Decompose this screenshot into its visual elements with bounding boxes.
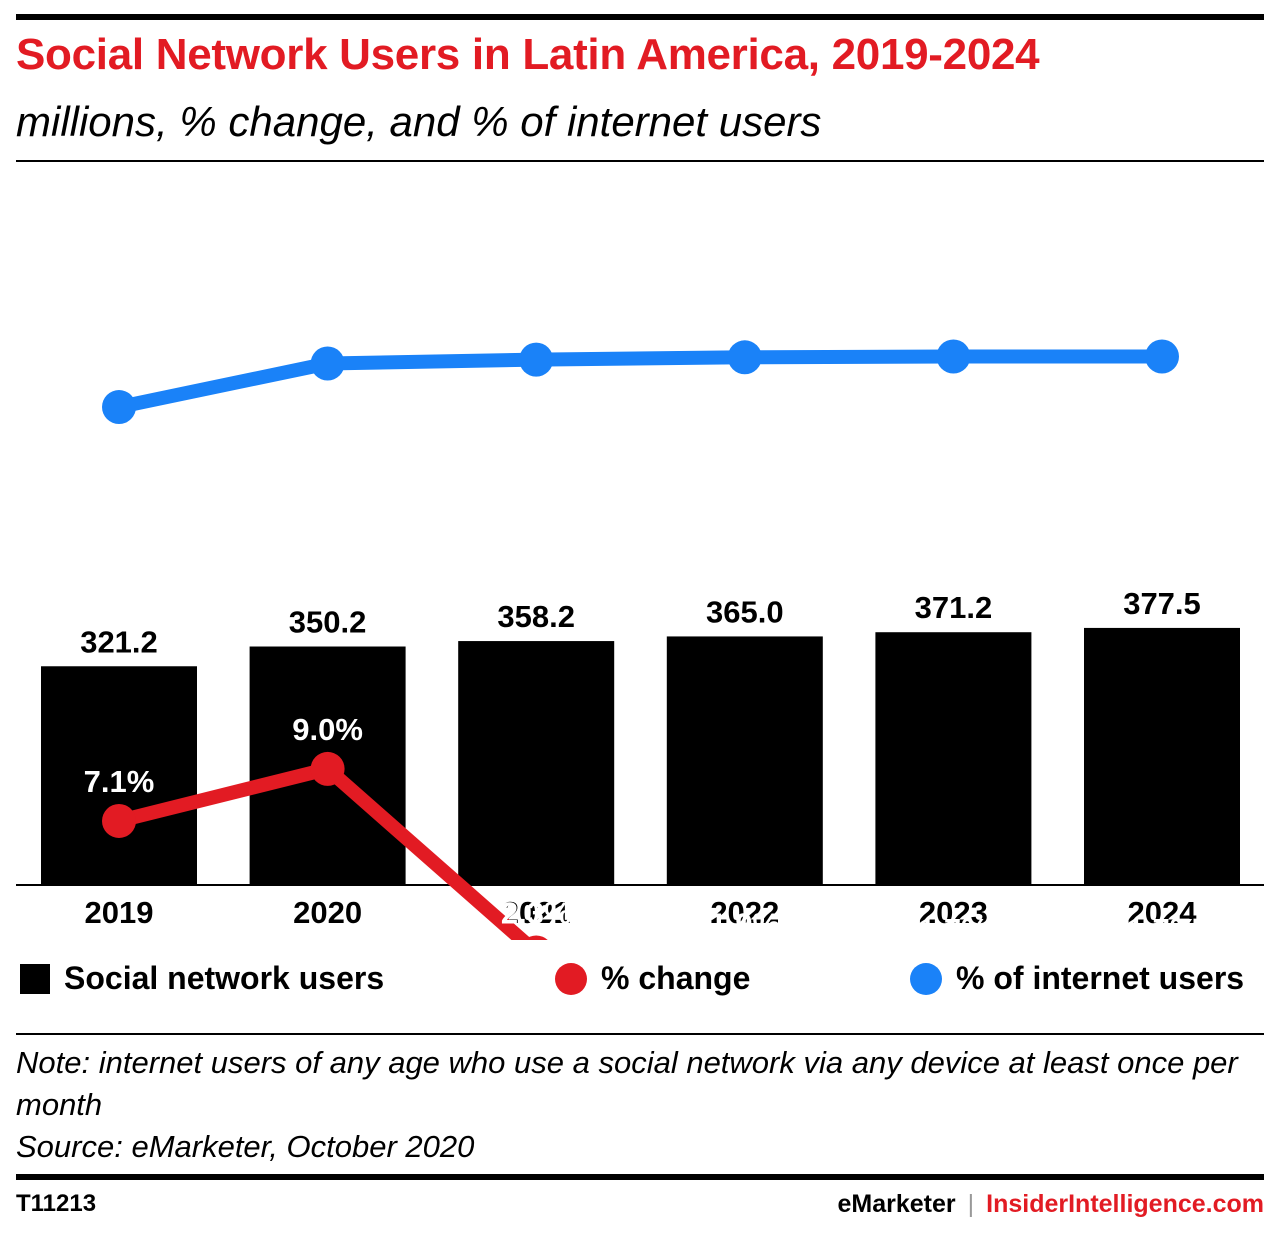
top-rule [16,14,1264,20]
legend-swatch-change [555,962,587,995]
bar-2022 [666,636,823,885]
legend-label-change: % change [601,960,751,996]
bar-value-label-2020: 350.2 [289,605,367,640]
subtitle-rule [16,160,1264,162]
bar-2023 [875,632,1032,885]
bar-value-label-2023: 371.2 [915,590,993,625]
percent-change-label-2023: 1.7% [918,912,989,940]
internet-share-label-2022: 87.9% [701,378,789,413]
legend-swatch-internet [910,962,942,995]
brand-site-link[interactable]: InsiderIntelligence.com [986,1190,1264,1218]
internet-share-point-2023 [936,339,971,374]
internet-share-line [112,349,1169,415]
internet-share-point-2021 [519,342,554,377]
percent-change-label-2020: 9.0% [292,712,363,747]
combo-chart: 321.2 350.2 358.2 365.0 371.2 377.5 2019 2020 20… [16,339,1264,940]
internet-share-label-2020: 87.1% [284,384,372,419]
percent-change-point-2019 [102,803,136,838]
bar-2021 [458,641,615,885]
footer-brand: eMarketer | InsiderIntelligence.com [838,1190,1265,1219]
internet-share-label-2019: 81.5% [75,428,163,463]
internet-share-label-2024: 88.0% [1118,378,1206,413]
percent-change-label-2024: 1.7% [1127,912,1198,940]
percent-change-label-2019: 7.1% [84,764,155,799]
x-tick-label-2020: 2020 [293,895,362,930]
note-text: Note: internet users of any age who use … [16,1045,1238,1122]
bottom-rule [16,1174,1264,1180]
bar-value-label-2024: 377.5 [1123,586,1201,621]
legend-label-bars: Social network users [64,960,385,996]
legend-item-percent-internet-users: % of internet users [910,960,1244,997]
internet-share-label-2023: 88.0% [909,378,997,413]
internet-share-label-2021: 87.6% [492,381,580,416]
x-tick-label-2022: 2022 [710,895,779,930]
legend-swatch-bars [20,963,50,994]
legend-label-internet: % of internet users [956,960,1245,996]
percent-change-line [112,761,533,940]
source-text: Source: eMarketer, October 2020 [16,1129,475,1164]
x-tick-label-2019: 2019 [85,895,154,930]
internet-share-point-2024 [1145,339,1179,374]
internet-share-point-2019 [102,390,136,425]
chart-title: Social Network Users in Latin America, 2… [16,30,1040,79]
bar-value-label-2021: 358.2 [497,599,575,634]
internet-share-point-2022 [727,340,762,375]
percent-change-point-2020 [310,751,345,786]
internet-share-point-2020 [310,346,345,381]
bar-2024 [1084,627,1240,885]
legend-item-social-network-users: Social network users [20,960,384,997]
footnote: Note: internet users of any age who use … [16,1042,1266,1168]
bar-2019 [41,666,197,885]
percent-change-label-2021: 2.3% [501,895,572,930]
legend-item-percent-change: % change [555,960,750,997]
brand-name: eMarketer [837,1190,956,1218]
bar-value-label-2022: 365.0 [706,594,784,629]
brand-separator: | [967,1190,975,1218]
percent-change-point-2021 [524,935,548,940]
chart-id: T11213 [16,1190,97,1217]
x-tick-label-2023: 2023 [919,895,988,930]
chart-subtitle: millions, % change, and % of internet us… [16,98,822,145]
legend-rule [16,1033,1264,1035]
x-tick-label-2024: 2024 [1128,895,1198,930]
percent-change-label-2022: 1.9% [709,906,780,940]
bar-value-label-2019: 321.2 [80,624,158,659]
